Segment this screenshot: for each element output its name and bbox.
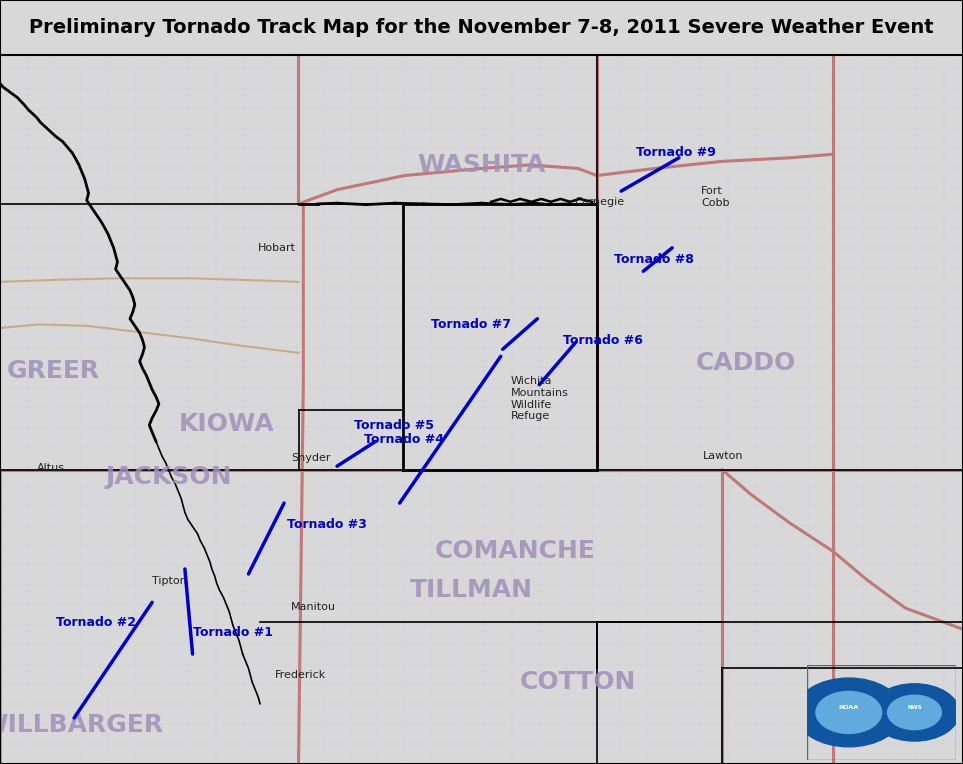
Circle shape bbox=[816, 691, 882, 733]
Text: Snyder: Snyder bbox=[291, 453, 330, 463]
Text: Tornado #2: Tornado #2 bbox=[56, 616, 136, 629]
Text: WASHITA: WASHITA bbox=[417, 153, 546, 177]
Text: Tornado #9: Tornado #9 bbox=[636, 147, 716, 160]
Circle shape bbox=[795, 678, 902, 747]
Text: Manitou: Manitou bbox=[291, 601, 336, 612]
Text: Frederick: Frederick bbox=[274, 670, 325, 681]
Circle shape bbox=[870, 684, 959, 741]
Text: Tornado #8: Tornado #8 bbox=[614, 253, 694, 266]
Text: Tornado #6: Tornado #6 bbox=[563, 334, 643, 347]
Text: GREER: GREER bbox=[7, 358, 99, 383]
Text: Tornado #7: Tornado #7 bbox=[431, 318, 511, 331]
Text: Preliminary Tornado Track Map for the November 7-8, 2011 Severe Weather Event: Preliminary Tornado Track Map for the No… bbox=[29, 18, 934, 37]
Text: Hobart: Hobart bbox=[258, 243, 296, 253]
Text: TILLMAN: TILLMAN bbox=[410, 578, 534, 602]
Text: CADDO: CADDO bbox=[696, 351, 796, 375]
Text: Carnegie: Carnegie bbox=[574, 197, 624, 207]
Text: Tornado #1: Tornado #1 bbox=[193, 626, 273, 639]
Text: COMANCHE: COMANCHE bbox=[434, 539, 596, 563]
Circle shape bbox=[888, 695, 942, 730]
Text: JACKSON: JACKSON bbox=[105, 465, 232, 489]
Text: Tipton: Tipton bbox=[152, 576, 187, 586]
Text: WILLBARGER: WILLBARGER bbox=[0, 713, 164, 737]
Text: Lawton: Lawton bbox=[703, 452, 743, 461]
Text: Altus: Altus bbox=[37, 463, 65, 473]
Text: NOAA: NOAA bbox=[839, 705, 859, 711]
Text: Tornado #3: Tornado #3 bbox=[287, 518, 367, 531]
Text: Wichita
Mountains
Wildlife
Refuge: Wichita Mountains Wildlife Refuge bbox=[510, 377, 568, 421]
Text: NWS: NWS bbox=[907, 705, 922, 711]
Text: KIOWA: KIOWA bbox=[178, 412, 274, 435]
Text: Tornado #4: Tornado #4 bbox=[364, 432, 444, 445]
Text: Fort
Cobb: Fort Cobb bbox=[701, 186, 730, 208]
Text: COTTON: COTTON bbox=[520, 671, 636, 694]
Text: Tornado #5: Tornado #5 bbox=[354, 419, 434, 432]
